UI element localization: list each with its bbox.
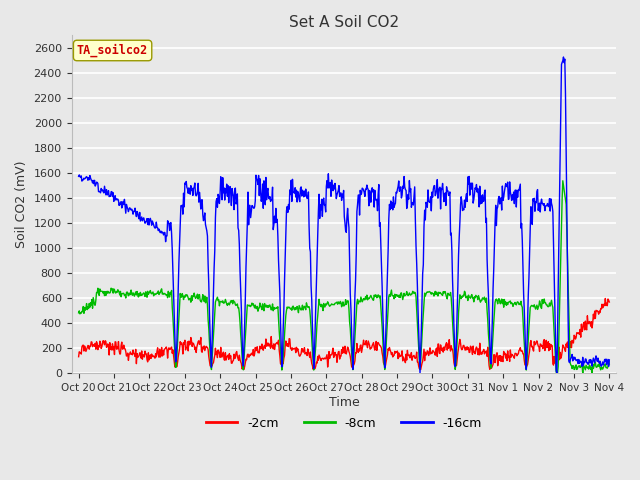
Y-axis label: Soil CO2 (mV): Soil CO2 (mV) [15,161,28,248]
X-axis label: Time: Time [328,396,359,409]
Title: Set A Soil CO2: Set A Soil CO2 [289,15,399,30]
Legend: -2cm, -8cm, -16cm: -2cm, -8cm, -16cm [201,412,487,435]
Text: TA_soilco2: TA_soilco2 [77,44,148,57]
